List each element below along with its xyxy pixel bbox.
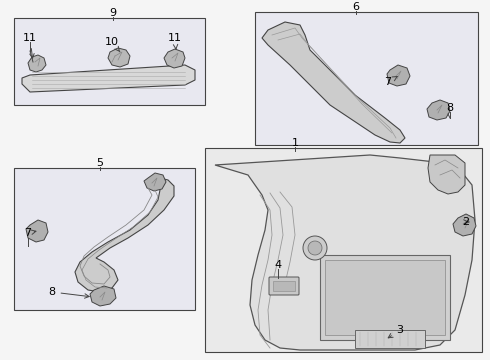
Polygon shape	[387, 65, 410, 86]
Text: 8: 8	[49, 287, 89, 298]
Polygon shape	[22, 65, 195, 92]
Text: 8: 8	[446, 103, 454, 113]
Text: 6: 6	[352, 2, 360, 12]
Polygon shape	[453, 214, 476, 236]
Polygon shape	[215, 155, 475, 350]
Bar	[205, 148, 482, 352]
Polygon shape	[427, 100, 450, 120]
Bar	[355, 330, 425, 348]
Text: 10: 10	[105, 37, 120, 52]
Text: 1: 1	[292, 138, 298, 148]
Text: 11: 11	[23, 33, 37, 58]
Text: 11: 11	[168, 33, 182, 49]
Bar	[14, 18, 205, 105]
Circle shape	[308, 241, 322, 255]
FancyBboxPatch shape	[269, 277, 299, 295]
Text: 4: 4	[274, 260, 282, 270]
Text: 2: 2	[463, 217, 469, 227]
Polygon shape	[75, 178, 174, 292]
Polygon shape	[428, 155, 465, 194]
Text: 7: 7	[24, 228, 36, 238]
Circle shape	[303, 236, 327, 260]
Text: 5: 5	[97, 158, 103, 168]
Bar	[273, 281, 295, 291]
Text: 9: 9	[109, 8, 117, 18]
Polygon shape	[262, 22, 405, 143]
Polygon shape	[108, 48, 130, 67]
Bar	[14, 168, 195, 310]
Bar	[325, 260, 445, 335]
Polygon shape	[164, 49, 185, 68]
Text: 7: 7	[385, 77, 397, 87]
Polygon shape	[144, 173, 166, 191]
Polygon shape	[26, 220, 48, 242]
Bar	[320, 255, 450, 340]
Polygon shape	[90, 286, 116, 306]
Text: 3: 3	[388, 325, 403, 338]
Bar	[255, 12, 478, 145]
Polygon shape	[28, 55, 46, 72]
